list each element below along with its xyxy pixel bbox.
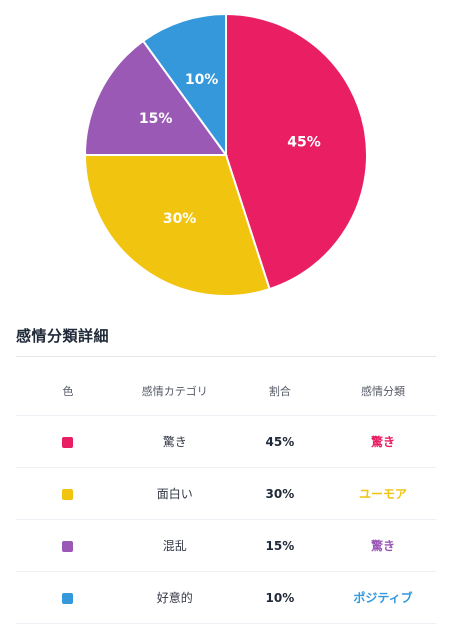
color-cell [16, 519, 120, 572]
table-row: 好意的 10% ポジティブ [16, 571, 436, 624]
table-row: 面白い 30% ユーモア [16, 467, 436, 520]
pie-slice-label-0: 45% [287, 135, 321, 151]
table-row: 驚き 45% 驚き [16, 415, 436, 468]
pie-slice-2 [83, 39, 228, 156]
color-cell [16, 415, 120, 468]
category-cell: 面白い [119, 467, 230, 520]
ratio-cell: 15% [229, 519, 331, 572]
category-cell: 驚き [119, 415, 230, 468]
color-cell [16, 467, 120, 520]
classification-cell: ポジティブ [330, 571, 436, 624]
color-swatch [62, 488, 74, 500]
table-row: 混乱 15% 驚き [16, 519, 436, 572]
pie-slice-1 [83, 154, 271, 297]
category-cell: 混乱 [119, 519, 230, 572]
pie-slice-0 [225, 12, 368, 291]
pie-chart: 45% 30% 15% 10% [0, 0, 453, 300]
header-ratio: 割合 [229, 367, 331, 416]
color-swatch [62, 540, 74, 552]
ratio-cell: 30% [229, 467, 331, 520]
ratio-cell: 45% [229, 415, 331, 468]
pie-slice-3 [141, 12, 227, 159]
color-swatch [62, 436, 74, 448]
category-cell: 好意的 [119, 571, 230, 624]
color-swatch [62, 592, 74, 604]
pie-chart-svg: 45% 30% 15% 10% [83, 12, 368, 297]
header-color: 色 [16, 367, 120, 416]
table-header-row: 色 感情カテゴリ 割合 感情分類 [16, 367, 436, 416]
color-cell [16, 571, 120, 624]
section-title: 感情分類詳細 [16, 325, 436, 357]
details-section: 感情分類詳細 色 感情カテゴリ 割合 感情分類 驚き 45% 驚き [16, 325, 436, 624]
header-category: 感情カテゴリ [119, 367, 230, 416]
pie-slice-label-2: 15% [139, 111, 173, 127]
details-table: 色 感情カテゴリ 割合 感情分類 驚き 45% 驚き 面白い 30% ユーモ [16, 367, 436, 624]
pie-slice-label-3: 10% [185, 72, 219, 88]
pie-slice-label-1: 30% [163, 211, 197, 227]
classification-cell: 驚き [330, 415, 436, 468]
header-classification: 感情分類 [330, 367, 436, 416]
classification-cell: ユーモア [330, 467, 436, 520]
classification-cell: 驚き [330, 519, 436, 572]
ratio-cell: 10% [229, 571, 331, 624]
